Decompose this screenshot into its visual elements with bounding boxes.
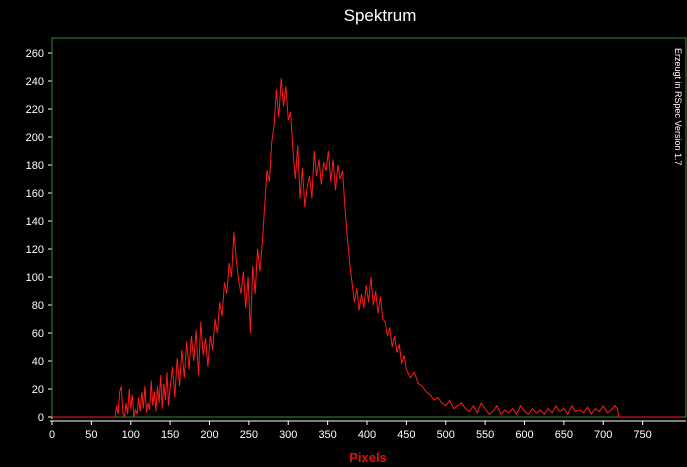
x-tick-label: 600 — [515, 429, 533, 441]
x-tick-label: 100 — [122, 429, 140, 441]
y-tick-label: 140 — [26, 216, 44, 228]
y-axis: 0 20 40 60 80 100 120 140 160 180 200 220 240 260 — [26, 46, 53, 424]
x-tick-label: 400 — [358, 429, 376, 441]
x-tick-label: 200 — [200, 429, 218, 441]
x-tick-label: 250 — [240, 429, 258, 441]
x-tick-label: 550 — [476, 429, 494, 441]
x-tick-label: 700 — [594, 429, 612, 441]
y-tick-label: 180 — [26, 160, 44, 172]
x-axis-label: Pixels — [349, 450, 387, 465]
y-tick-label: 80 — [32, 300, 44, 312]
x-tick-label: 450 — [397, 429, 415, 441]
y-tick-label: 160 — [26, 188, 44, 200]
x-tick-label: 50 — [85, 429, 97, 441]
x-tick-label: 500 — [437, 429, 455, 441]
y-tick-label: 40 — [32, 356, 44, 368]
x-tick-label: 650 — [555, 429, 573, 441]
y-tick-label: 220 — [26, 104, 44, 116]
y-tick-label: 120 — [26, 244, 44, 256]
y-tick-label: 260 — [26, 48, 44, 60]
series-line — [52, 78, 682, 418]
version-note: Erzeugt in RSpec Version 1.7 — [673, 48, 683, 166]
x-tick-label: 150 — [161, 429, 179, 441]
y-tick-label: 60 — [32, 328, 44, 340]
x-tick-label: 350 — [318, 429, 336, 441]
x-tick-label: 0 — [49, 429, 55, 441]
y-tick-label: 100 — [26, 272, 44, 284]
plot-frame — [51, 37, 687, 418]
chart-title: Spektrum — [343, 6, 417, 25]
x-tick-label: 750 — [633, 429, 651, 441]
y-tick-label: 0 — [38, 412, 44, 424]
x-axis: 0 50 100 150 200 250 300 350 400 450 500 550 600 650 7… — [49, 420, 686, 441]
y-tick-label: 20 — [32, 384, 44, 396]
y-tick-label: 240 — [26, 76, 44, 88]
y-tick-label: 200 — [26, 132, 44, 144]
x-tick-label: 300 — [279, 429, 297, 441]
